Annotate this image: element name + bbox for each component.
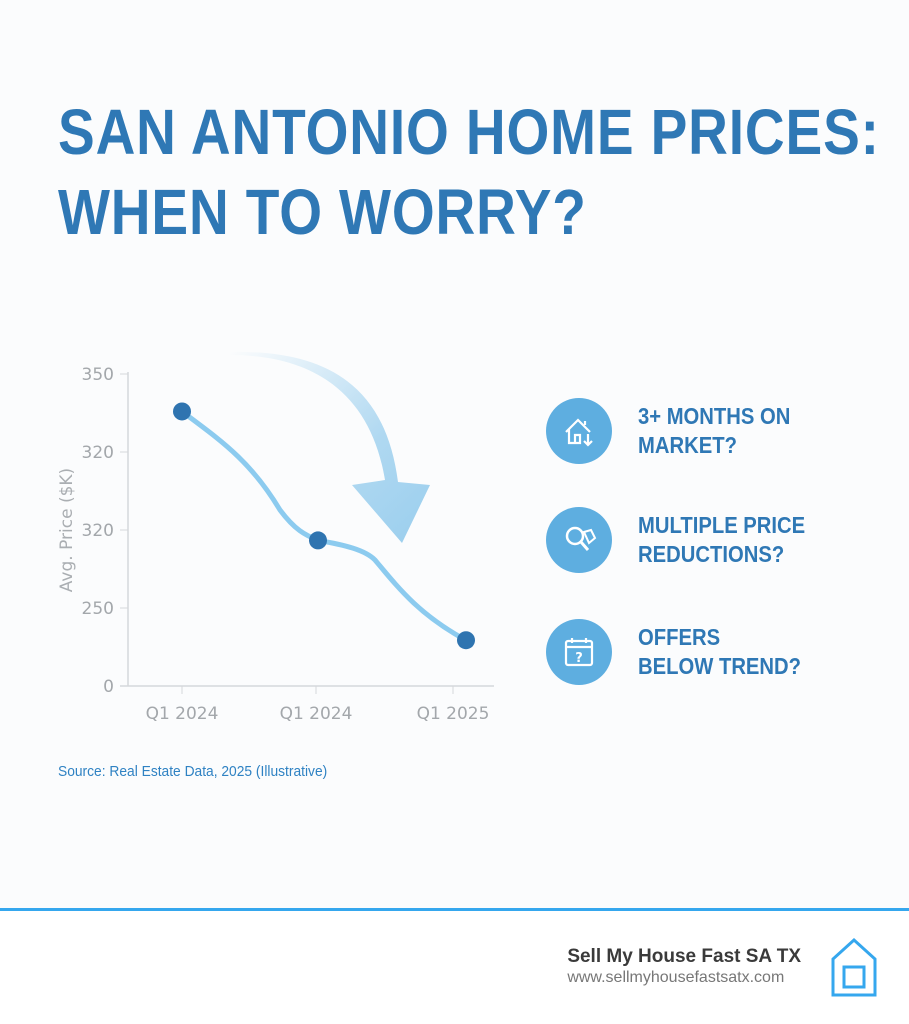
warning-item: MULTIPLE PRICE REDUCTIONS? (546, 507, 828, 573)
warning-line-1: MULTIPLE PRICE (638, 512, 806, 538)
warning-text: OFFERS BELOW TREND? (638, 623, 801, 681)
y-tick-label: 0 (103, 677, 114, 697)
data-point (309, 531, 327, 550)
y-tick-label: 320 (82, 521, 114, 541)
footer (0, 911, 909, 1024)
y-tick-label: 350 (82, 365, 114, 385)
y-axis-label: Avg. Price ($K) (57, 468, 77, 592)
warning-icon-badge (546, 398, 612, 464)
title-line-1: SAN ANTONIO HOME PRICES: (58, 96, 880, 168)
title-line-2: WHEN TO WORRY? (58, 176, 587, 248)
svg-text:?: ? (575, 651, 583, 666)
warning-item: 3+ MONTHS ON MARKET? (546, 398, 811, 464)
warning-line-2: BELOW TREND? (638, 653, 802, 679)
warning-item: ? OFFERS BELOW TREND? (546, 619, 823, 685)
warning-line-1: OFFERS (638, 624, 721, 650)
house-logo-icon (831, 937, 877, 997)
price-line-chart: 350 320 320 250 0 Q1 2024 Q1 2024 Q1 2025 Avg.… (57, 351, 494, 724)
warning-text: 3+ MONTHS ON MARKET? (638, 402, 790, 460)
warning-line-1: 3+ MONTHS ON (638, 403, 791, 429)
warning-text: MULTIPLE PRICE REDUCTIONS? (638, 511, 805, 569)
series-line (179, 408, 469, 643)
x-tick-label: Q1 2025 (417, 704, 490, 724)
magnifier-price-tag-icon (565, 526, 597, 551)
page-title: SAN ANTONIO HOME PRICES: WHEN TO WORRY? (58, 92, 880, 252)
footer-divider (0, 908, 909, 911)
data-point (457, 631, 475, 650)
warning-line-2: REDUCTIONS? (638, 541, 785, 567)
warning-icon-badge: ? (546, 619, 612, 685)
data-point (173, 402, 191, 421)
warning-icon-badge (546, 507, 612, 573)
trend-arrow-icon (230, 351, 430, 543)
source-note: Source: Real Estate Data, 2025 (Illustra… (58, 763, 328, 780)
x-tick-label: Q1 2024 (280, 704, 353, 724)
y-tick-label: 250 (82, 599, 114, 619)
house-down-arrow-icon (565, 418, 593, 447)
y-tick-label: 320 (82, 443, 114, 463)
brand-url[interactable]: www.sellmyhousefastsatx.com (567, 969, 785, 986)
warning-line-2: MARKET? (638, 432, 737, 458)
x-tick-label: Q1 2024 (146, 704, 219, 724)
brand-name: Sell My House Fast SA TX (567, 946, 801, 967)
calendar-question-icon: ? (564, 638, 594, 667)
brand: Sell My House Fast SA TX www.sellmyhouse… (567, 946, 801, 987)
